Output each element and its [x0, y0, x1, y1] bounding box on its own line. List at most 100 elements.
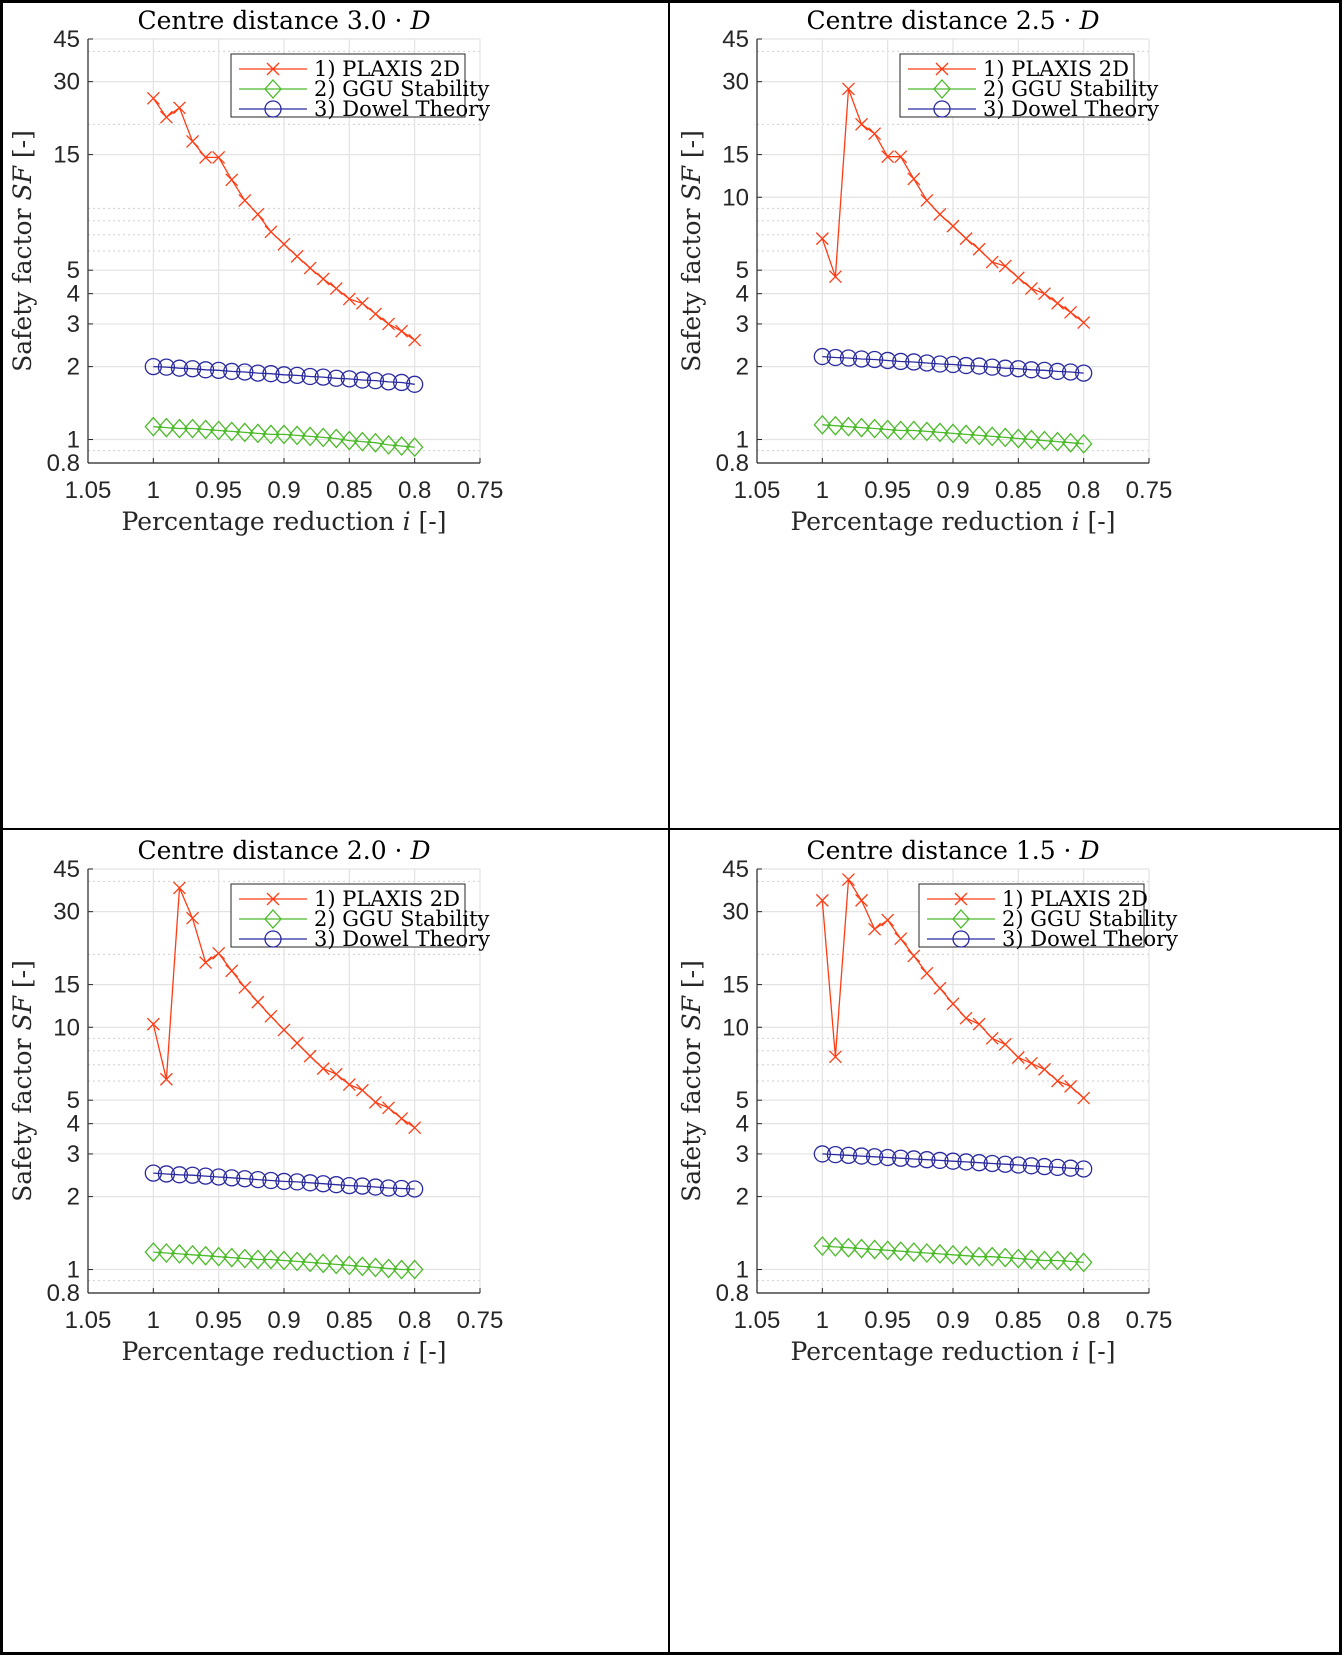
y-tick-label: 2	[736, 1184, 749, 1211]
series-circle	[813, 347, 1093, 382]
diamond-marker	[952, 909, 970, 929]
x-marker	[225, 964, 239, 978]
diamond-marker	[235, 1248, 254, 1269]
chart-title: Centre distance 2.0 · D	[137, 836, 430, 865]
x-marker	[946, 219, 960, 233]
diamond-marker	[904, 1242, 923, 1263]
circle-marker	[933, 100, 951, 118]
circle-marker	[996, 359, 1014, 377]
y-tick-label: 5	[67, 1087, 80, 1114]
x-marker	[316, 1062, 330, 1076]
series-diamond	[813, 1236, 1093, 1273]
x-axis-label-unit: [-]	[1080, 507, 1116, 536]
x-tick-label: 0.95	[195, 1307, 242, 1334]
series-line	[822, 355, 1084, 374]
x-marker	[369, 1095, 382, 1109]
circle-marker	[327, 1176, 345, 1194]
series-diamond	[144, 416, 424, 458]
diamond-marker	[392, 436, 411, 457]
diamond-marker	[379, 434, 398, 455]
y-axis-label-unit: [-]	[677, 960, 706, 996]
diamond-marker	[996, 1247, 1015, 1268]
diamond-marker	[209, 1246, 228, 1267]
circle-marker	[314, 368, 332, 386]
x-marker	[382, 317, 395, 331]
circle-marker	[1022, 361, 1041, 379]
x-marker	[159, 1072, 173, 1086]
diamond-marker	[275, 1250, 293, 1271]
y-tick-label: 45	[722, 856, 749, 883]
chart-title: Centre distance 1.5 · D	[806, 836, 1099, 865]
diamond-marker	[170, 418, 189, 439]
x-marker	[146, 91, 160, 105]
diamond-marker	[144, 1242, 163, 1263]
diamond-marker	[340, 430, 359, 451]
x-axis-label: Percentage reduction i [-]	[122, 1337, 447, 1366]
y-tick-label: 3	[736, 1141, 749, 1168]
legend-box	[230, 883, 466, 948]
x-marker	[1077, 1091, 1091, 1105]
x-marker	[868, 127, 882, 141]
circle-marker	[392, 373, 411, 392]
x-marker	[342, 292, 356, 306]
x-marker	[408, 1121, 422, 1135]
x-marker	[855, 893, 868, 907]
x-marker	[959, 232, 973, 246]
circle-marker	[196, 1167, 215, 1185]
y-tick-label: 3	[736, 311, 749, 338]
x-axis-label-text: Percentage reduction	[791, 507, 1072, 536]
y-axis-label: Safety factor SF [-]	[8, 960, 37, 1202]
x-marker	[1011, 271, 1025, 285]
y-tick-label: 15	[53, 972, 80, 999]
legend-label: 2) GGU Stability	[314, 907, 490, 931]
circle-marker	[366, 371, 385, 390]
diamond-marker	[314, 1253, 333, 1274]
circle-marker	[392, 1179, 411, 1198]
circle-marker	[183, 360, 202, 378]
x-marker	[159, 110, 173, 124]
x-marker	[290, 1036, 304, 1050]
circle-marker	[301, 367, 319, 386]
diamond-marker	[275, 424, 293, 445]
circle-marker	[264, 930, 282, 948]
circle-marker	[970, 1154, 988, 1172]
x-marker	[329, 282, 343, 295]
circle-marker	[288, 366, 306, 385]
x-marker	[815, 893, 829, 907]
circle-marker	[1048, 1158, 1067, 1177]
x-marker	[985, 255, 999, 269]
diamond-marker	[327, 1254, 346, 1275]
circle-marker	[223, 1169, 241, 1187]
x-tick-label: 0.75	[1126, 477, 1173, 504]
x-marker	[329, 1067, 343, 1081]
x-axis-label-text: Percentage reduction	[122, 1337, 403, 1366]
circle-marker	[905, 1150, 923, 1168]
y-axis-label-text: Safety factor	[677, 201, 706, 372]
x-marker	[1064, 305, 1078, 319]
y-axis-label-unit: [-]	[8, 960, 37, 996]
diamond-marker	[1009, 1248, 1028, 1269]
circle-marker	[970, 357, 988, 375]
diamond-marker	[983, 426, 1002, 447]
series-x	[815, 873, 1091, 1105]
circle-marker	[879, 1148, 897, 1167]
circle-marker	[918, 354, 936, 372]
y-axis-label-variable: SF	[8, 164, 37, 200]
circle-marker	[406, 375, 424, 393]
y-tick-label: 3	[67, 1141, 80, 1168]
circle-marker	[249, 1170, 267, 1189]
circle-marker	[1035, 1157, 1054, 1176]
circle-marker	[1061, 1159, 1080, 1177]
x-marker	[212, 150, 226, 164]
chart-title: Centre distance 2.5 · D	[806, 6, 1099, 35]
x-marker	[199, 956, 213, 969]
diamond-marker	[157, 1243, 176, 1263]
x-marker	[266, 62, 280, 76]
chart-title-text: Centre distance 2.0 ·	[137, 836, 410, 865]
x-marker	[894, 150, 908, 164]
x-marker	[894, 932, 908, 946]
diamond-marker	[288, 425, 306, 446]
